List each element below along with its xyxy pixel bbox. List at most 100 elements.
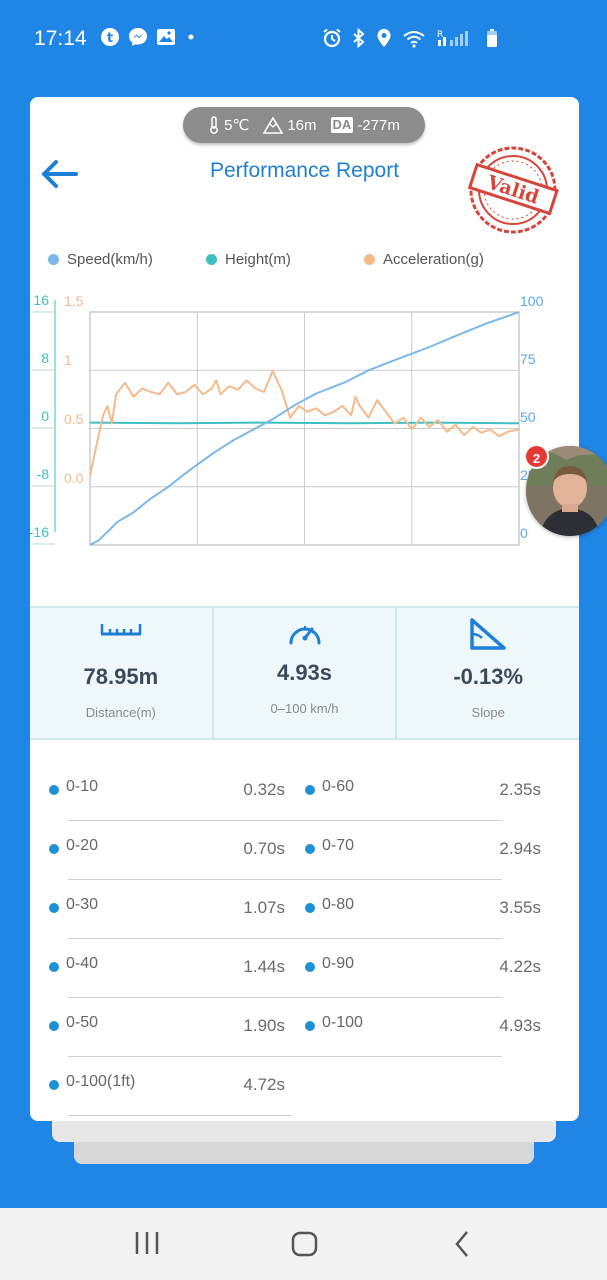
stats-panel: 78.95m Distance(m) 4.93s 0–100 km/h -0.1… bbox=[30, 606, 579, 740]
chevron-left-icon bbox=[455, 1231, 468, 1257]
split-row: 0-30 1.07s bbox=[49, 875, 285, 933]
stat-acceleration-time: 4.93s 0–100 km/h bbox=[214, 608, 398, 738]
split-value: 1.07s bbox=[243, 898, 285, 917]
legend-dot-speed bbox=[48, 254, 59, 265]
tick-label-height: -16 bbox=[30, 524, 49, 540]
split-row: 0-90 4.22s bbox=[305, 934, 541, 992]
chart-legend: Speed(km/h) Height(m) Acceleration(g) bbox=[30, 251, 579, 275]
split-value: 1.44s bbox=[243, 957, 285, 976]
split-label: 0-60 bbox=[322, 778, 355, 795]
divider bbox=[68, 997, 502, 998]
slope-value: -0.13% bbox=[453, 664, 524, 689]
split-row: 0-100(1ft) 4.72s bbox=[49, 1052, 285, 1110]
signal-icon: R bbox=[436, 28, 476, 53]
split-label: 0-30 bbox=[66, 896, 99, 913]
chat-head[interactable]: 2 bbox=[524, 444, 607, 536]
split-value: 3.55s bbox=[499, 898, 541, 917]
bullet-icon bbox=[49, 1021, 59, 1031]
divider bbox=[68, 1115, 292, 1116]
height-series-line bbox=[89, 421, 520, 425]
split-row: 0-100 4.93s bbox=[305, 993, 541, 1051]
distance-value: 78.95m bbox=[83, 664, 159, 689]
back-button[interactable] bbox=[38, 157, 82, 191]
distance-label: Distance(m) bbox=[85, 705, 156, 720]
notification-badge: 2 bbox=[524, 444, 549, 469]
tick-label-speed: 0 bbox=[520, 525, 528, 541]
altitude-value: 16m bbox=[287, 116, 317, 134]
bullet-icon bbox=[305, 785, 315, 795]
split-value: 1.90s bbox=[243, 1016, 285, 1035]
legend-label-acceleration: Acceleration(g) bbox=[383, 251, 484, 268]
split-row: 0-60 2.35s bbox=[305, 757, 541, 815]
split-row: 0-10 0.32s bbox=[49, 757, 285, 815]
stat-distance: 78.95m Distance(m) bbox=[30, 608, 214, 738]
tick-label-acceleration: 1 bbox=[64, 352, 72, 368]
divider bbox=[68, 820, 502, 821]
tiktok-icon: t bbox=[100, 27, 120, 52]
bullet-icon bbox=[49, 844, 59, 854]
home-icon bbox=[291, 1231, 318, 1257]
navigation-bar bbox=[0, 1208, 607, 1280]
tick-label-height: 0 bbox=[41, 408, 49, 424]
split-label: 0-80 bbox=[322, 896, 355, 913]
split-row: 0-80 3.55s bbox=[305, 875, 541, 933]
split-label: 0-100(1ft) bbox=[66, 1073, 136, 1090]
valid-stamp: Valid bbox=[465, 145, 561, 235]
dot-icon bbox=[184, 30, 198, 49]
split-label: 0-100 bbox=[322, 1014, 363, 1031]
legend-dot-acceleration bbox=[364, 254, 375, 265]
wifi-icon bbox=[402, 28, 426, 53]
gallery-icon bbox=[156, 28, 176, 51]
weather-pill: 5℃ 16m DA -277m bbox=[183, 107, 425, 143]
tick-label-height: -8 bbox=[37, 466, 50, 482]
nav-back-button[interactable] bbox=[452, 1228, 474, 1265]
split-row: 0-20 0.70s bbox=[49, 816, 285, 874]
legend-label-height: Height(m) bbox=[225, 251, 291, 268]
tick-label-acceleration: 0.5 bbox=[64, 411, 84, 427]
bluetooth-icon bbox=[352, 27, 366, 53]
slope-label: Slope bbox=[471, 705, 505, 720]
bullet-icon bbox=[49, 962, 59, 972]
battery-icon bbox=[486, 28, 498, 53]
recents-icon bbox=[135, 1232, 159, 1254]
home-button[interactable] bbox=[290, 1228, 320, 1265]
split-value: 4.93s bbox=[499, 1016, 541, 1035]
tick-label-speed: 100 bbox=[520, 293, 544, 309]
page-title: Performance Report bbox=[209, 159, 400, 182]
speedometer-icon bbox=[287, 620, 323, 651]
acceleration-series-line bbox=[89, 370, 520, 477]
bullet-icon bbox=[49, 785, 59, 795]
split-value: 4.72s bbox=[243, 1075, 285, 1094]
split-value: 2.94s bbox=[499, 839, 541, 858]
tick-label-acceleration: 0.0 bbox=[64, 470, 84, 486]
split-value: 0.70s bbox=[243, 839, 285, 858]
split-row: 0-70 2.94s bbox=[305, 816, 541, 874]
report-card: 5℃ 16m DA -277m Performance Report Valid bbox=[30, 97, 579, 1121]
bullet-icon bbox=[49, 1080, 59, 1090]
divider bbox=[68, 1056, 502, 1057]
time-label: 0–100 km/h bbox=[270, 701, 339, 716]
slope-icon bbox=[468, 618, 508, 657]
valid-stamp-icon: Valid bbox=[467, 146, 559, 234]
density-altitude-value: -277m bbox=[357, 116, 400, 134]
mountain-icon bbox=[263, 116, 284, 134]
bullet-icon bbox=[305, 962, 315, 972]
split-value: 4.22s bbox=[499, 957, 541, 976]
arrow-left-icon bbox=[42, 160, 78, 188]
split-row: 0-50 1.90s bbox=[49, 993, 285, 1051]
split-value: 0.32s bbox=[243, 780, 285, 799]
time-value: 4.93s bbox=[276, 660, 333, 685]
location-icon bbox=[376, 28, 392, 53]
bullet-icon bbox=[305, 903, 315, 913]
tick-label-height: 8 bbox=[41, 350, 49, 366]
divider bbox=[68, 879, 502, 880]
speed-series-line bbox=[89, 311, 520, 546]
recents-button[interactable] bbox=[134, 1228, 160, 1265]
split-label: 0-70 bbox=[322, 837, 355, 854]
tick-label-height: 16 bbox=[33, 292, 49, 308]
split-label: 0-90 bbox=[322, 955, 355, 972]
stat-slope: -0.13% Slope bbox=[397, 608, 579, 738]
split-label: 0-20 bbox=[66, 837, 99, 854]
split-label: 0-40 bbox=[66, 955, 99, 972]
